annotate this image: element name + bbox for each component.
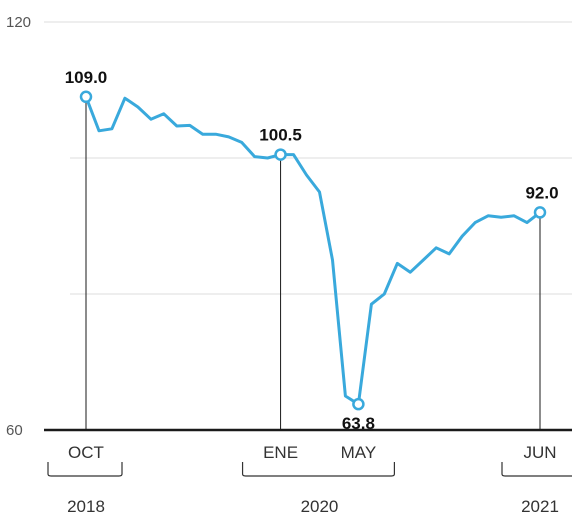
x-tick-label: ENE — [263, 443, 298, 462]
year-labels: 2018 2020 2021 — [47, 462, 572, 516]
gridlines — [44, 21, 572, 295]
data-label: 109.0 — [65, 68, 108, 87]
y-tick-label: 60 — [6, 422, 23, 439]
point-marker — [79, 90, 93, 104]
x-tick-label: JUN — [523, 443, 556, 462]
point-marker — [533, 206, 547, 219]
series-line — [84, 95, 542, 406]
data-label: 92.0 — [525, 183, 558, 202]
y-axis-ticks: 120 60 — [6, 14, 31, 439]
year-label: 2020 — [301, 497, 339, 516]
point-marker — [352, 397, 365, 411]
year-label: 2018 — [67, 497, 105, 516]
y-tick-label: 120 — [6, 14, 31, 31]
year-bracket — [47, 462, 123, 477]
data-label: 63.8 — [342, 414, 375, 433]
year-bracket — [241, 462, 395, 477]
month-labels: OCT ENE MAY JUN — [68, 443, 556, 462]
series-line-path — [84, 95, 542, 406]
annotation-markers — [79, 90, 547, 411]
data-labels: 109.0 100.5 63.8 92.0 — [65, 68, 559, 433]
year-label: 2021 — [521, 497, 559, 516]
year-bracket — [501, 462, 572, 477]
point-marker — [274, 148, 287, 161]
guide-lines — [85, 96, 541, 430]
x-tick-label: OCT — [68, 443, 104, 462]
x-tick-label: MAY — [341, 443, 377, 462]
data-label: 100.5 — [259, 126, 302, 145]
